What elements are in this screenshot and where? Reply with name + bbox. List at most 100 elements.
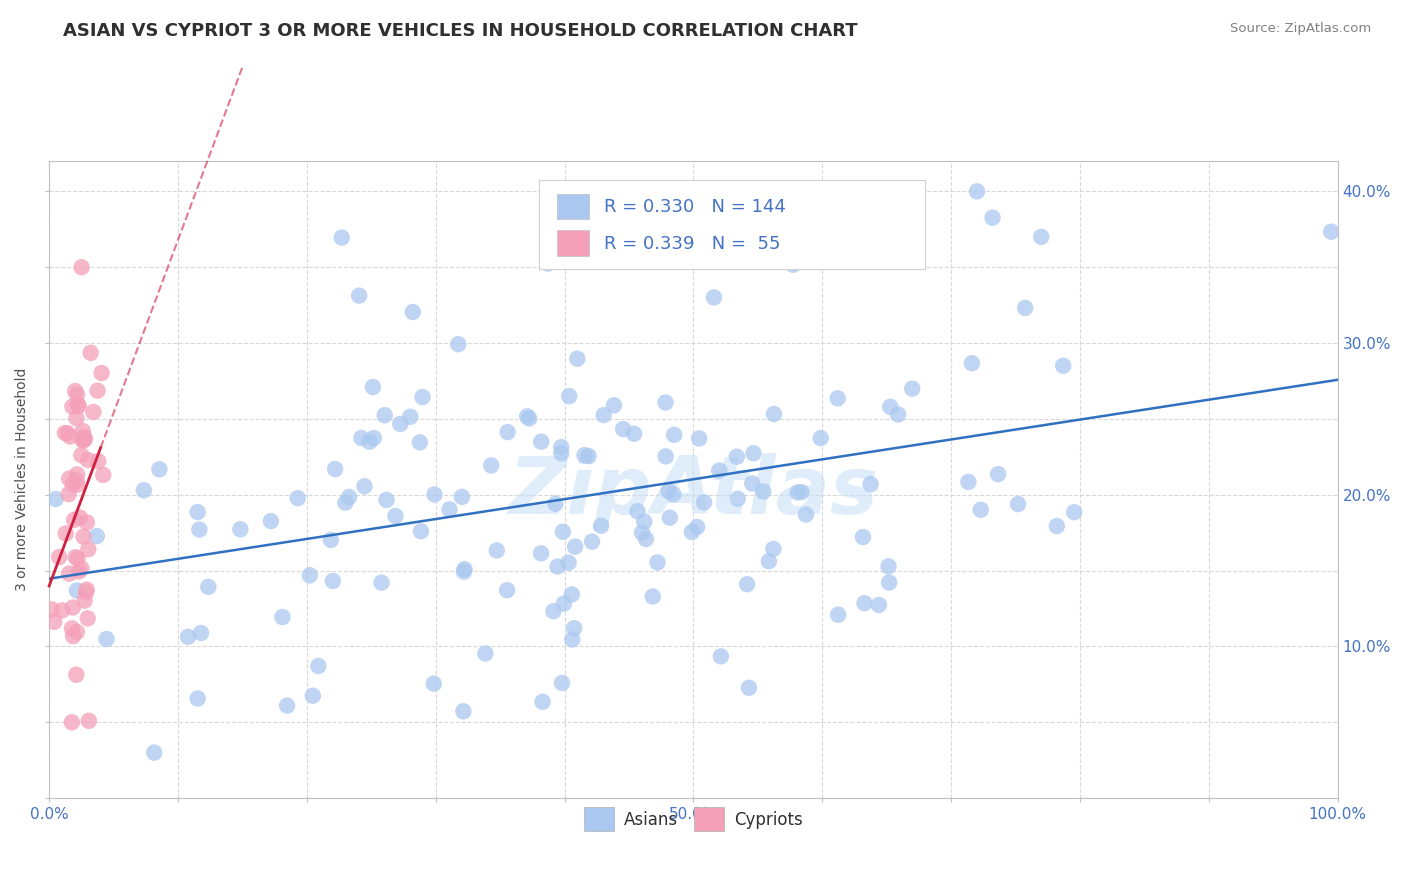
Text: Source: ZipAtlas.com: Source: ZipAtlas.com (1230, 22, 1371, 36)
Point (544, 497, 567, 511)
Point (287, 491, 309, 505)
Point (51, 603, 73, 617)
Point (86, 529, 108, 543)
Point (72, 433, 94, 447)
Point (1320, 225, 1343, 239)
Point (859, 477, 882, 491)
Point (960, 356, 983, 370)
Point (65, 550, 87, 565)
Point (1052, 359, 1074, 373)
Point (778, 237, 800, 252)
Point (1031, 229, 1053, 244)
Point (591, 518, 613, 533)
Point (725, 450, 748, 464)
Y-axis label: 3 or more Vehicles in Household: 3 or more Vehicles in Household (15, 368, 30, 591)
Point (67, 399, 90, 413)
Point (654, 450, 676, 464)
Point (276, 698, 298, 713)
Point (271, 610, 294, 624)
Point (347, 288, 370, 302)
Point (384, 508, 406, 523)
Point (66, 583, 89, 598)
Point (786, 485, 808, 500)
Point (852, 530, 875, 544)
Point (693, 495, 716, 509)
Point (187, 691, 209, 706)
Point (132, 483, 155, 498)
Point (62, 477, 84, 491)
Point (634, 532, 657, 546)
Point (359, 434, 381, 449)
Point (453, 562, 475, 576)
Point (827, 392, 849, 406)
Point (319, 533, 342, 547)
Point (681, 524, 703, 539)
Point (187, 505, 209, 519)
Point (67, 565, 90, 579)
Point (77, 542, 100, 557)
Point (335, 495, 357, 509)
Point (550, 440, 572, 454)
Point (143, 746, 166, 760)
Point (350, 431, 373, 445)
Point (423, 676, 446, 690)
Point (66, 398, 89, 412)
Point (363, 431, 385, 445)
Point (44, 615, 66, 629)
Point (742, 446, 765, 460)
Point (562, 621, 585, 635)
Point (66, 551, 89, 566)
Point (53, 425, 76, 440)
Point (626, 504, 648, 518)
Point (62, 400, 84, 414)
Point (77, 453, 100, 467)
Point (810, 431, 832, 445)
Point (987, 467, 1010, 482)
Point (496, 583, 519, 598)
Point (55, 526, 77, 541)
Point (658, 510, 681, 524)
Point (827, 607, 849, 622)
Text: ZipAtlas: ZipAtlas (509, 453, 879, 532)
Point (298, 568, 321, 582)
Point (574, 448, 596, 462)
Point (543, 604, 565, 618)
Point (794, 508, 817, 522)
Point (752, 484, 775, 499)
Point (686, 520, 709, 534)
Point (887, 408, 910, 422)
Point (60, 715, 83, 730)
Point (741, 476, 763, 491)
Point (557, 556, 579, 570)
Point (763, 407, 786, 421)
Point (370, 575, 392, 590)
Point (439, 502, 461, 516)
Point (66, 474, 89, 488)
Point (66, 624, 89, 639)
Point (551, 676, 574, 690)
Point (662, 428, 685, 442)
Point (375, 492, 398, 507)
Point (657, 484, 679, 499)
Point (641, 590, 664, 604)
Point (550, 446, 572, 460)
Point (707, 464, 730, 478)
Point (409, 435, 432, 450)
Point (82, 405, 104, 419)
Point (877, 559, 900, 574)
Point (517, 411, 540, 425)
Point (75, 585, 97, 599)
Point (59, 429, 82, 443)
Point (966, 185, 988, 199)
Point (553, 597, 575, 611)
Point (62, 600, 84, 615)
Point (578, 449, 600, 463)
Point (361, 380, 384, 394)
Point (73, 430, 96, 444)
Point (647, 556, 669, 570)
Text: ASIAN VS CYPRIOT 3 OR MORE VEHICLES IN HOUSEHOLD CORRELATION CHART: ASIAN VS CYPRIOT 3 OR MORE VEHICLES IN H… (63, 22, 858, 40)
Point (451, 490, 474, 504)
Point (323, 462, 346, 476)
Point (72, 434, 94, 448)
Point (868, 598, 890, 612)
